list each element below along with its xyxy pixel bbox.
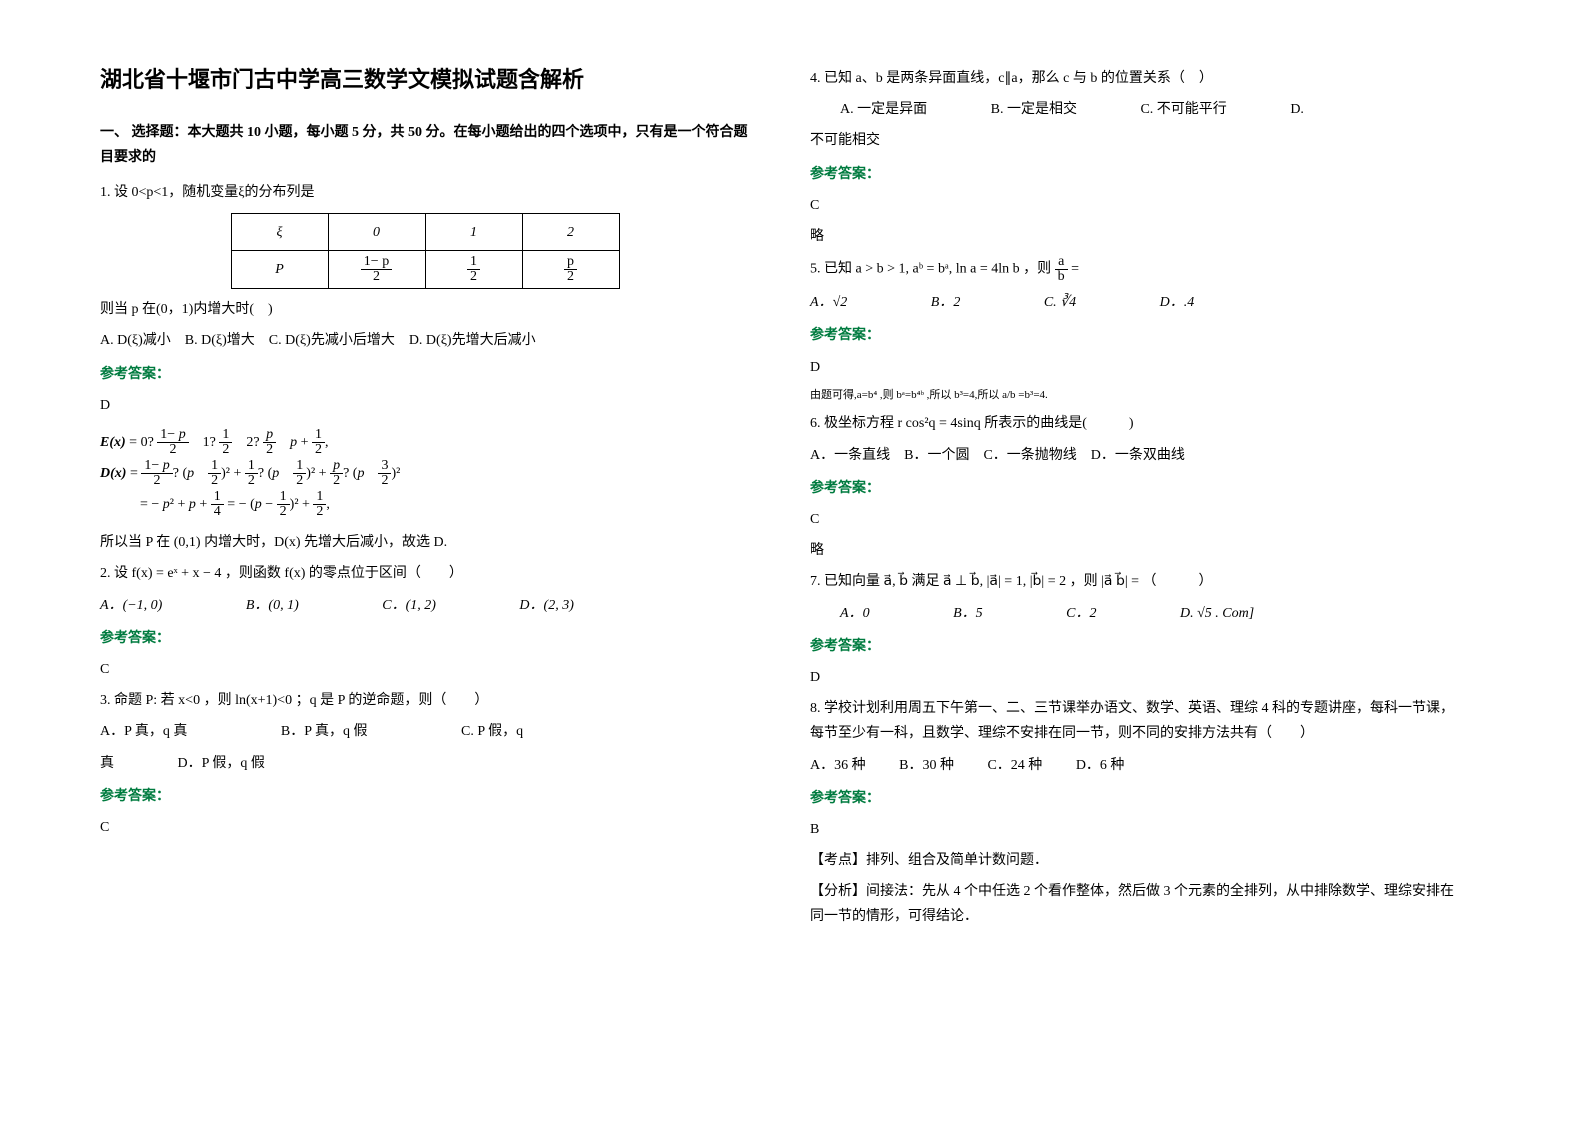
q7-options: A．0 B．5 C．2 D. √5 . Com] xyxy=(810,601,1460,626)
q6-stem: 6. 极坐标方程 r cos²q = 4sinq 所表示的曲线是( ) xyxy=(810,411,1460,436)
answer-label: 参考答案： xyxy=(810,786,1460,811)
q2-answer: C xyxy=(100,657,750,682)
cell: 12 xyxy=(425,251,522,289)
cell: p2 xyxy=(522,251,619,289)
q5-stem: 5. 已知 a > b > 1, aᵇ = bᵃ, ln a = 4ln b ，… xyxy=(810,255,1460,284)
q8-answer: B xyxy=(810,817,1460,842)
section-heading: 一、 选择题：本大题共 10 小题，每小题 5 分，共 50 分。在每小题给出的… xyxy=(100,120,750,170)
q8-options: A．36 种 B．30 种 C．24 种 D．6 种 xyxy=(810,753,1460,778)
q1-options: A. D(ξ)减小 B. D(ξ)增大 C. D(ξ)先减小后增大 D. D(ξ… xyxy=(100,328,750,353)
answer-label: 参考答案： xyxy=(810,476,1460,501)
q4-options: A. 一定是异面 B. 一定是相交 C. 不可能平行 D. xyxy=(810,97,1460,122)
cell: 2 xyxy=(522,214,619,251)
cell: 1 xyxy=(425,214,522,251)
answer-label: 参考答案： xyxy=(100,784,750,809)
q3-stem: 3. 命题 P: 若 x<0 ，则 ln(x+1)<0 ；q 是 P 的逆命题，… xyxy=(100,688,750,713)
q2-options: A．(−1, 0) B．(0, 1) C．(1, 2) D．(2, 3) xyxy=(100,593,750,618)
q7-stem: 7. 已知向量 a⃗, b⃗ 满足 a⃗ ⊥ b⃗, |a⃗| = 1, |b⃗… xyxy=(810,569,1460,594)
q1-work: E(x) = 0? 1− p2 1? 12 2? p2 p + 12, D(x)… xyxy=(100,428,750,520)
cell: 0 xyxy=(328,214,425,251)
q8-fenxi: 【分析】间接法：先从 4 个中任选 2 个看作整体，然后做 3 个元素的全排列，… xyxy=(810,879,1460,929)
q1-conclusion: 所以当 P 在 (0,1) 内增大时，D(x) 先增大后减小，故选 D. xyxy=(100,530,750,555)
cell: 1− p2 xyxy=(328,251,425,289)
q4-stem: 4. 已知 a、b 是两条异面直线，c∥a，那么 c 与 b 的位置关系（ ） xyxy=(810,66,1460,91)
answer-label: 参考答案： xyxy=(810,162,1460,187)
q4-note: 略 xyxy=(810,224,1460,249)
q5-answer: D xyxy=(810,355,1460,380)
q6-options: A．一条直线 B．一个圆 C．一条抛物线 D．一条双曲线 xyxy=(810,443,1460,468)
q5-options: A．√2 B．2 C. ∛4 D．.4 xyxy=(810,290,1460,315)
q8-kaodian: 【考点】排列、组合及简单计数问题． xyxy=(810,848,1460,873)
q6-note: 略 xyxy=(810,538,1460,563)
q4-answer: C xyxy=(810,193,1460,218)
q6-answer: C xyxy=(810,507,1460,532)
left-column: 湖北省十堰市门古中学高三数学文模拟试题含解析 一、 选择题：本大题共 10 小题… xyxy=(100,60,750,936)
q3-options2: 真 D．P 假，q 假 xyxy=(100,751,750,776)
q1-after: 则当 p 在(0，1)内增大时( ) xyxy=(100,297,750,322)
distribution-table: ξ 0 1 2 P 1− p2 12 p2 xyxy=(231,213,620,289)
q3-answer: C xyxy=(100,815,750,840)
q8-stem: 8. 学校计划利用周五下午第一、二、三节课举办语文、数学、英语、理综 4 科的专… xyxy=(810,696,1460,746)
q1-stem: 1. 设 0<p<1，随机变量ξ的分布列是 xyxy=(100,180,750,205)
right-column: 4. 已知 a、b 是两条异面直线，c∥a，那么 c 与 b 的位置关系（ ） … xyxy=(810,60,1460,936)
q1-answer: D xyxy=(100,393,750,418)
answer-label: 参考答案： xyxy=(810,323,1460,348)
q5-note: 由题可得,a=b⁴ ,则 bᵃ=b⁴ᵇ ,所以 b³=4,所以 a/b =b³=… xyxy=(810,386,1460,406)
doc-title: 湖北省十堰市门古中学高三数学文模拟试题含解析 xyxy=(100,60,750,100)
cell: ξ xyxy=(231,214,328,251)
answer-label: 参考答案： xyxy=(100,362,750,387)
cell: P xyxy=(231,251,328,289)
answer-label: 参考答案： xyxy=(810,634,1460,659)
q4-d-text: 不可能相交 xyxy=(810,128,1460,153)
q7-answer: D xyxy=(810,665,1460,690)
answer-label: 参考答案： xyxy=(100,626,750,651)
q2-stem: 2. 设 f(x) = eˣ + x − 4 ，则函数 f(x) 的零点位于区间… xyxy=(100,561,750,586)
q3-options: A．P 真，q 真 B．P 真，q 假 C. P 假，q xyxy=(100,719,750,744)
